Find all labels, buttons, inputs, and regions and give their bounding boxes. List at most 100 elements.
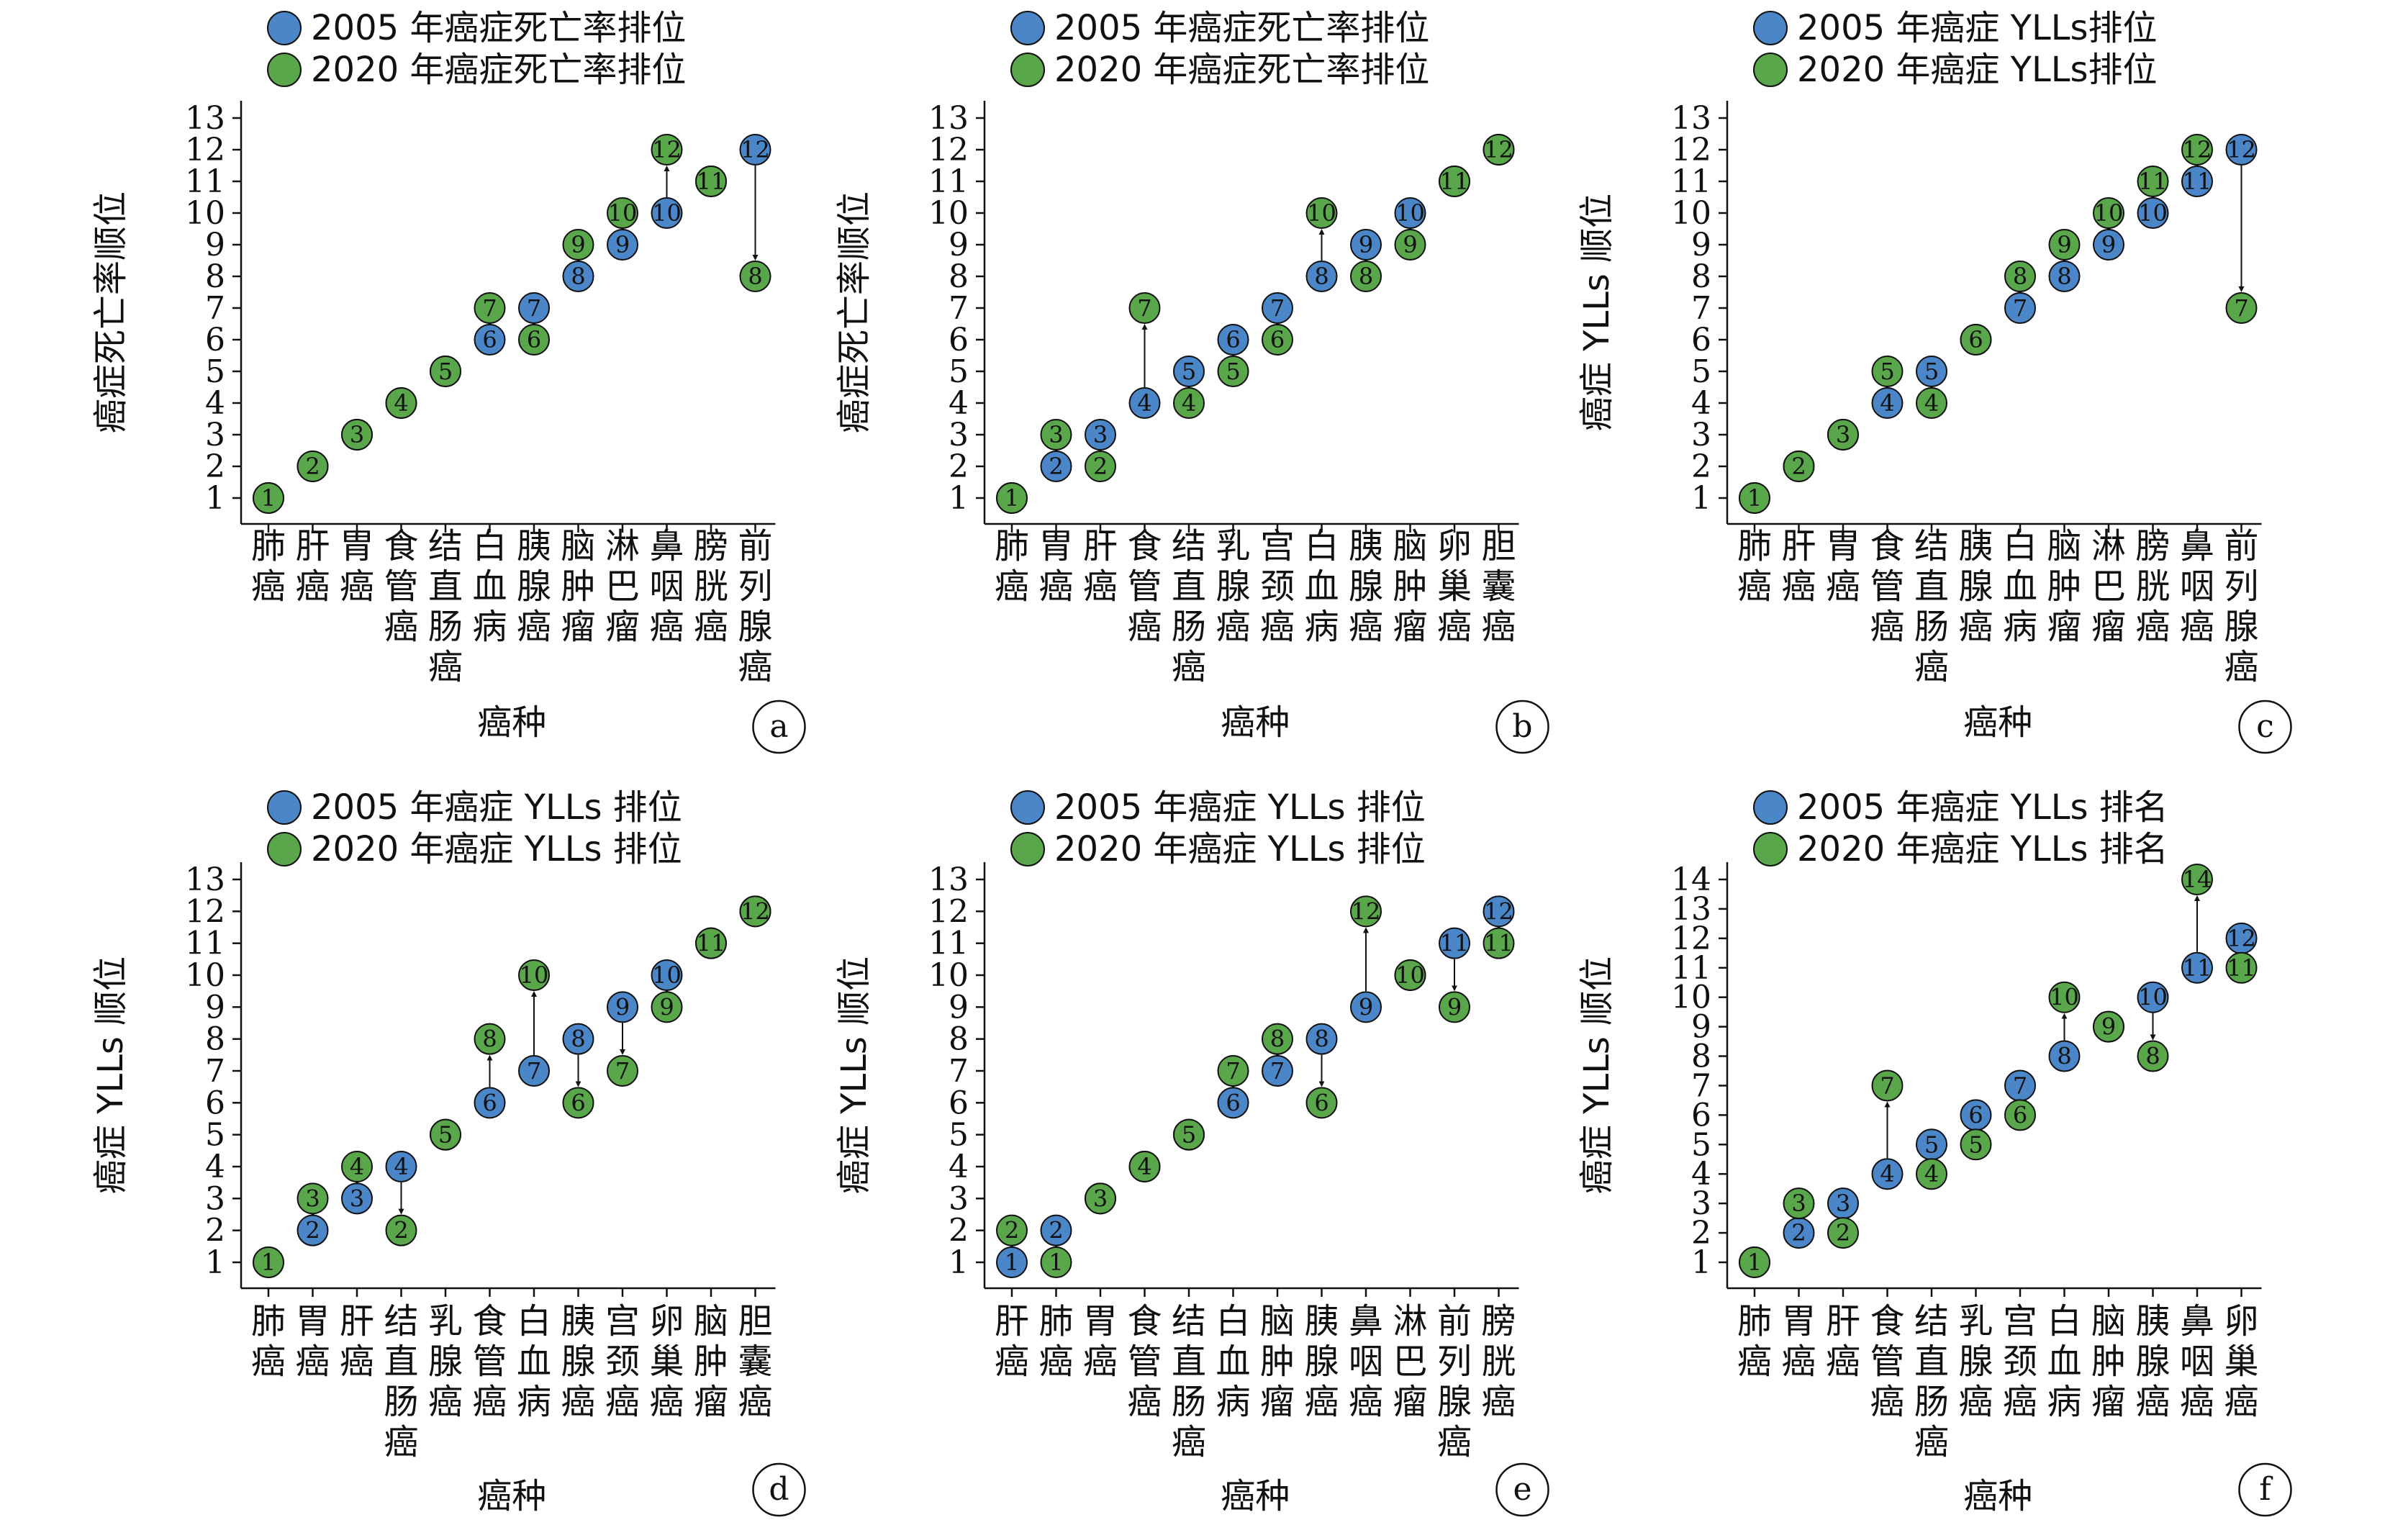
- y-axis-label: 癌症死亡率顺位: [834, 191, 874, 433]
- x-tick-label: 肺癌: [251, 1301, 286, 1382]
- point-2005: [341, 1182, 373, 1215]
- point-2020-label: 10: [608, 199, 638, 227]
- x-tick-label: 胃癌: [1038, 526, 1073, 607]
- point-2005: [1916, 356, 1947, 387]
- point-2020: [1871, 356, 1904, 387]
- point-2020-label: 11: [697, 930, 726, 957]
- point-2020: [2004, 1099, 2036, 1131]
- point-2005-label: 12: [2227, 925, 2256, 952]
- point-2020: [1960, 324, 1992, 356]
- y-tick-label: 9: [949, 989, 969, 1026]
- y-tick-label: 8: [205, 258, 225, 295]
- point-2020-label: 7: [2234, 294, 2248, 322]
- point-2020-label: 14: [2183, 866, 2212, 893]
- point-2005: [651, 959, 683, 991]
- y-tick-label: 12: [1671, 920, 1711, 957]
- point-2020: [1262, 1023, 1293, 1055]
- x-tick-label: 肺癌: [1737, 526, 1772, 607]
- point-2020-label: 9: [571, 231, 585, 258]
- y-tick-label: 10: [1671, 195, 1711, 232]
- point-2020: [1739, 482, 1770, 514]
- point-2005-label: 12: [1484, 897, 1513, 925]
- point-2005: [2093, 229, 2124, 261]
- point-2020-label: 12: [652, 136, 682, 163]
- x-tick-label: 脑肿瘤: [2047, 526, 2081, 647]
- x-tick-label: 乳腺癌: [428, 1301, 463, 1422]
- point-2005-label: 6: [482, 1089, 497, 1116]
- point-2005-label: 11: [2183, 954, 2212, 982]
- point-2020: [1040, 1246, 1072, 1278]
- panel-label-circle: [2238, 700, 2292, 754]
- point-2020-label: 9: [1403, 231, 1417, 258]
- y-tick-label: 5: [949, 1117, 969, 1154]
- x-tick-label: 白血病: [1304, 526, 1339, 647]
- point-2020: [2004, 261, 2036, 292]
- x-tick-label: 脑肿瘤: [2091, 1301, 2126, 1422]
- legend-entry: 2005 年癌症 YLLs 排位: [311, 787, 682, 828]
- y-tick-label: 10: [928, 195, 969, 232]
- y-tick-label: 7: [949, 290, 969, 327]
- point-2005-label: 8: [571, 1026, 585, 1053]
- point-2020-label: 7: [1226, 1057, 1240, 1085]
- point-2020-label: 4: [1137, 1153, 1151, 1180]
- y-tick-label: 6: [205, 1085, 225, 1121]
- y-tick-label: 4: [205, 1149, 225, 1185]
- y-tick-label: 13: [1671, 891, 1711, 928]
- point-2005-label: 3: [1836, 1190, 1850, 1217]
- y-tick-label: 1: [1691, 480, 1711, 517]
- x-tick-label: 白血病: [1216, 1301, 1250, 1422]
- chart-panel-b: 12345678910111213肺癌胃癌肝癌食管癌结直肠癌乳腺癌宫颈癌白血病胰…: [834, 8, 1549, 754]
- x-tick-label: 白血病: [472, 526, 507, 647]
- point-2020-label: 5: [1226, 358, 1240, 385]
- y-tick-label: 3: [1691, 417, 1711, 453]
- y-tick-label: 2: [205, 1213, 225, 1249]
- x-tick-label: 肺癌: [995, 526, 1029, 607]
- point-2020: [1305, 1087, 1338, 1119]
- x-tick-label: 食管癌: [1870, 526, 1904, 647]
- point-2005-label: 9: [615, 993, 630, 1021]
- point-2020-label: 5: [1182, 1121, 1196, 1149]
- point-2005: [1173, 356, 1205, 387]
- y-tick-label: 10: [185, 957, 225, 994]
- y-tick-label: 7: [205, 290, 225, 327]
- legend-marker: [1753, 53, 1788, 87]
- y-tick-label: 12: [928, 132, 969, 168]
- y-tick-label: 6: [949, 322, 969, 358]
- point-2020-label: 10: [2050, 984, 2079, 1011]
- x-axis-label: 癌种: [1963, 1476, 2032, 1516]
- y-tick-label: 4: [1691, 385, 1711, 422]
- point-2020: [2093, 197, 2124, 229]
- point-2020-label: 11: [1440, 168, 1470, 195]
- x-tick-label: 鼻咽癌: [1349, 1301, 1383, 1422]
- point-2020: [1739, 1246, 1770, 1278]
- x-tick-label: 卵巢癌: [649, 1301, 684, 1422]
- point-2020: [996, 1214, 1028, 1246]
- x-tick-label: 脑肿瘤: [694, 1301, 728, 1422]
- y-tick-label: 4: [949, 1149, 969, 1185]
- x-tick-label: 鼻咽癌: [2180, 526, 2214, 647]
- y-tick-label: 2: [1691, 448, 1711, 485]
- panel-label: b: [1512, 708, 1532, 745]
- y-tick-label: 14: [1671, 861, 1711, 898]
- legend-marker: [1753, 11, 1788, 45]
- point-2020-label: 11: [1484, 930, 1513, 957]
- point-2020: [1085, 451, 1116, 482]
- point-2005-label: 4: [1880, 389, 1894, 417]
- point-2020-label: 4: [394, 389, 408, 417]
- point-2005-label: 7: [527, 1057, 541, 1085]
- x-tick-label: 胰腺癌: [1349, 526, 1383, 647]
- x-tick-label: 胃癌: [1781, 1301, 1816, 1382]
- panel-label: d: [769, 1471, 789, 1508]
- y-tick-label: 5: [1691, 1126, 1711, 1163]
- x-tick-label: 肺癌: [251, 526, 286, 607]
- chart-panel-e: 12345678910111213肝癌肺癌胃癌食管癌结直肠癌白血病脑肿瘤胰腺癌鼻…: [834, 787, 1549, 1517]
- point-2020: [2137, 1040, 2169, 1072]
- point-2020-label: 12: [1352, 897, 1381, 925]
- x-tick-label: 白血病: [2047, 1301, 2081, 1422]
- point-2020: [1916, 387, 1947, 419]
- x-tick-label: 结直肠癌: [428, 526, 463, 687]
- point-2020-label: 1: [1747, 484, 1762, 512]
- point-2020: [1128, 292, 1161, 324]
- point-2020: [385, 1214, 417, 1246]
